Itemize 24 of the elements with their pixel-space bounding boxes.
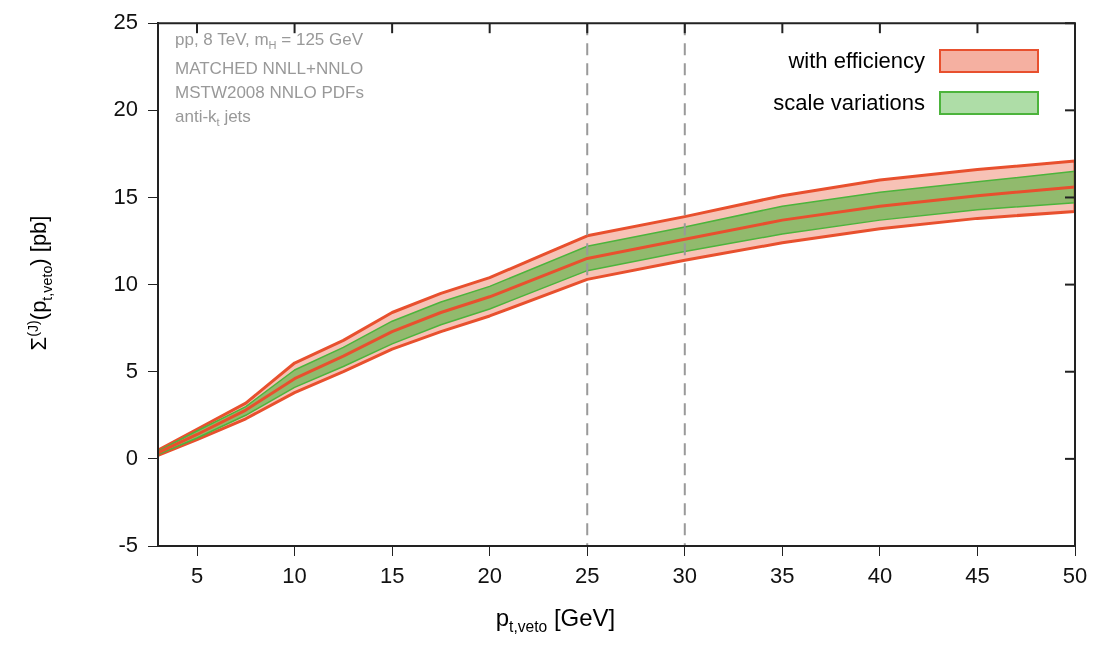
x-tick-label: 35 [770,563,795,589]
y-tick-label: 20 [113,96,138,122]
y-tick-label: -5 [118,532,138,558]
x-axis-title: p$_{t,veto}$ [GeV] [494,604,617,636]
x-tick-label: 15 [379,563,405,589]
y-tick-label: 5 [125,357,138,383]
x-tick-label: 40 [867,563,893,589]
x-tick-label: 20 [477,563,502,589]
y-tick-label: 15 [113,183,138,209]
annotation: MSTW2008 NNLO PDFs [175,82,364,105]
x-tick-label: 25 [574,563,600,589]
x-tick-label: 10 [282,563,307,589]
x-tick-label: 30 [672,563,698,589]
legend-label: with efficiency [788,48,925,74]
x-tick-label: 5 [190,563,204,589]
y-tick-label: 10 [113,270,138,296]
legend-label: scale variations [773,90,925,116]
y-tick-label: 0 [125,444,138,470]
annotation: pp, 8 TeV, m$_{H}$ = 125 GeV [175,29,364,54]
annotation: anti-k$_{t}$ jets [175,106,252,131]
x-tick-label: 50 [1062,563,1088,589]
annotation: MATCHED NNLL+NNLO [175,58,364,81]
y-tick-label: 25 [113,9,138,35]
x-tick-label: 45 [965,563,990,589]
